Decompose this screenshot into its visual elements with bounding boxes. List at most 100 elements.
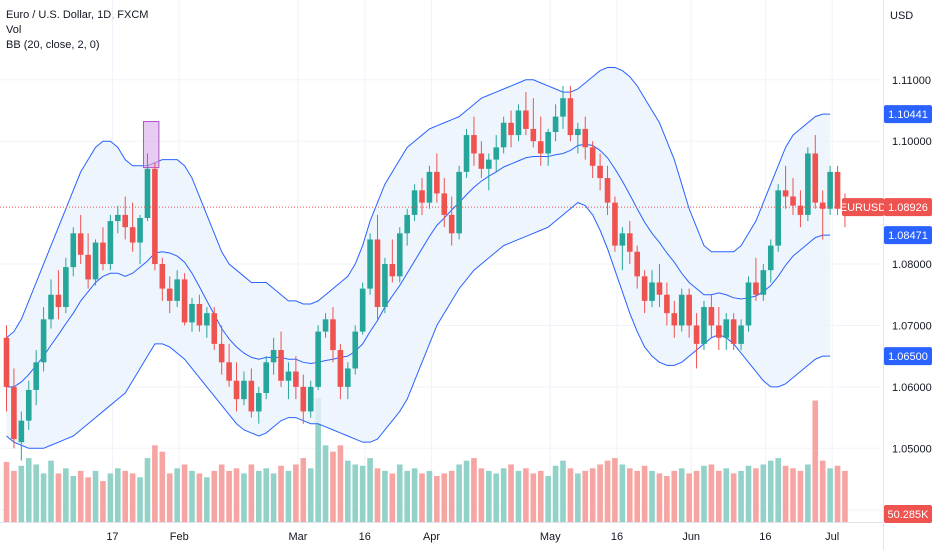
candle xyxy=(25,380,32,430)
time-tick-label: Jun xyxy=(682,531,700,543)
candle xyxy=(11,368,17,449)
volume-bar xyxy=(753,468,759,522)
candle xyxy=(738,319,744,351)
volume-bar xyxy=(300,458,307,522)
price-axis: 1.11000 1.10000 1.08000 1.07000 1.06000 1.050… xyxy=(840,75,932,523)
candle xyxy=(33,350,39,406)
volume-bar xyxy=(723,468,730,522)
volume-bar xyxy=(367,458,373,522)
volume-bar xyxy=(486,470,492,522)
candle-body xyxy=(827,171,833,209)
legend-bb[interactable]: BB (20, close, 2, 0) xyxy=(6,39,100,51)
price-label-text: 1.08926 xyxy=(888,202,928,214)
volume-bar xyxy=(664,475,670,522)
currency-button[interactable]: USD xyxy=(890,10,914,22)
volume-bar xyxy=(767,460,774,522)
candle xyxy=(678,288,685,332)
volume-bar xyxy=(25,458,32,522)
candle xyxy=(241,371,247,406)
volume-bar xyxy=(567,468,574,522)
volume-bar xyxy=(92,470,99,522)
candle-body xyxy=(382,264,388,308)
volume-bar xyxy=(241,473,247,522)
volume-bar xyxy=(463,460,470,522)
candle xyxy=(419,178,425,215)
volume-bar xyxy=(55,473,62,522)
candle xyxy=(626,221,633,265)
volume-bar xyxy=(508,464,514,522)
time-tick-label: Apr xyxy=(423,531,440,543)
candle xyxy=(456,165,462,240)
volume-bar xyxy=(560,460,566,522)
volume-bar xyxy=(270,473,277,522)
candle xyxy=(411,184,418,222)
candle xyxy=(218,325,225,375)
volume-bar xyxy=(255,470,262,522)
volume-bar xyxy=(641,465,648,522)
volume-bar xyxy=(166,473,173,522)
candle-body xyxy=(77,233,84,255)
time-tick-label: 17 xyxy=(106,531,118,543)
time-tick-label: 16 xyxy=(359,531,371,543)
candle-body xyxy=(597,165,603,179)
candle xyxy=(233,362,240,412)
candle xyxy=(196,294,203,332)
candle-body xyxy=(819,202,826,209)
candle-body xyxy=(782,190,789,197)
volume-bar xyxy=(760,464,767,522)
price-label-box xyxy=(884,198,932,217)
volume-bar xyxy=(775,458,781,522)
volume-bar xyxy=(626,468,633,522)
legend-vol[interactable]: Vol xyxy=(6,24,22,36)
candle xyxy=(70,227,77,277)
candle xyxy=(330,307,336,363)
candle-body xyxy=(656,282,663,295)
candle-body xyxy=(278,350,284,381)
volume-bar xyxy=(85,477,91,522)
candle xyxy=(48,279,54,329)
volume-bar xyxy=(523,468,529,522)
candle xyxy=(18,411,25,461)
candle-body xyxy=(352,331,359,369)
candle-body xyxy=(693,325,700,344)
candle-body xyxy=(115,214,121,222)
volume-bar xyxy=(137,477,143,522)
volume-bar xyxy=(70,475,77,522)
price-tick-label: 1.10000 xyxy=(892,136,932,148)
candle-body xyxy=(255,393,262,412)
volume-bar xyxy=(537,470,544,522)
candle-body xyxy=(367,239,373,289)
candle-body xyxy=(293,371,299,387)
volume-bar xyxy=(396,464,403,522)
volume-bar xyxy=(226,470,232,522)
candle-body xyxy=(612,202,618,246)
candle-body xyxy=(708,307,715,326)
volume-bar xyxy=(389,473,396,522)
volume-bar xyxy=(337,445,344,522)
candle-body xyxy=(664,294,670,314)
candle-body xyxy=(478,153,485,169)
candle-body xyxy=(582,128,589,148)
candle-body xyxy=(248,380,255,412)
candle xyxy=(300,374,307,424)
volume-bar xyxy=(671,470,678,522)
candle xyxy=(441,178,448,228)
volume-bar xyxy=(345,460,351,522)
candle xyxy=(226,343,232,387)
price-label-box xyxy=(884,505,932,523)
candle xyxy=(552,104,559,142)
volume-bar xyxy=(426,470,433,522)
time-tick-label: Mar xyxy=(288,531,307,543)
candle-body xyxy=(738,325,744,344)
price-label-text: 1.08471 xyxy=(888,230,928,242)
candle-body xyxy=(389,264,396,277)
candle-body xyxy=(55,294,62,308)
price-tick-label: 1.05000 xyxy=(892,443,932,455)
volume-bar xyxy=(441,473,448,522)
candle xyxy=(486,153,492,191)
price-label-box xyxy=(884,226,932,245)
volume-bar xyxy=(48,460,54,522)
candle xyxy=(649,270,655,308)
candle-body xyxy=(211,313,218,344)
